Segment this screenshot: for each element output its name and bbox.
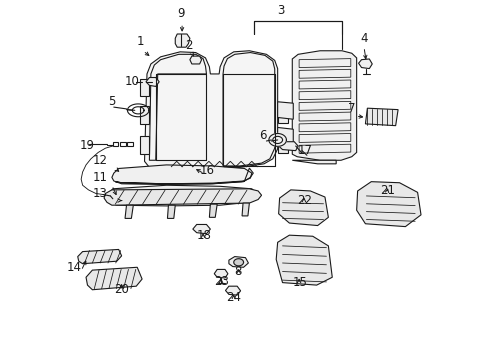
Polygon shape bbox=[278, 142, 298, 150]
Text: 11: 11 bbox=[92, 171, 107, 184]
Polygon shape bbox=[167, 205, 175, 219]
Polygon shape bbox=[175, 34, 189, 47]
Polygon shape bbox=[225, 286, 240, 295]
Text: 12: 12 bbox=[92, 154, 107, 167]
Polygon shape bbox=[242, 203, 249, 216]
Polygon shape bbox=[292, 51, 356, 160]
Polygon shape bbox=[268, 134, 286, 147]
Polygon shape bbox=[292, 160, 335, 164]
Polygon shape bbox=[277, 127, 293, 147]
Text: 24: 24 bbox=[225, 291, 241, 304]
Polygon shape bbox=[233, 259, 243, 266]
Text: 21: 21 bbox=[379, 184, 394, 197]
Polygon shape bbox=[165, 168, 217, 183]
Text: 3: 3 bbox=[277, 4, 284, 17]
Text: 22: 22 bbox=[297, 194, 311, 207]
Polygon shape bbox=[209, 204, 217, 217]
Polygon shape bbox=[125, 205, 133, 219]
Polygon shape bbox=[140, 106, 149, 124]
Polygon shape bbox=[214, 269, 227, 278]
Text: 23: 23 bbox=[214, 275, 229, 288]
Polygon shape bbox=[104, 189, 261, 205]
Text: 6: 6 bbox=[259, 130, 266, 143]
Text: 14: 14 bbox=[66, 261, 81, 274]
Text: 10: 10 bbox=[125, 75, 140, 88]
Text: 9: 9 bbox=[177, 8, 184, 21]
Text: 2: 2 bbox=[184, 39, 192, 52]
Polygon shape bbox=[146, 77, 159, 86]
Polygon shape bbox=[107, 185, 256, 206]
Polygon shape bbox=[277, 102, 293, 119]
Polygon shape bbox=[140, 78, 149, 96]
Polygon shape bbox=[112, 165, 251, 185]
Polygon shape bbox=[78, 249, 122, 264]
Text: 16: 16 bbox=[199, 165, 214, 177]
Text: 17: 17 bbox=[298, 144, 312, 157]
Polygon shape bbox=[189, 56, 201, 64]
Polygon shape bbox=[192, 225, 210, 234]
Text: 20: 20 bbox=[114, 283, 128, 296]
Polygon shape bbox=[278, 190, 328, 226]
Text: 19: 19 bbox=[80, 139, 95, 152]
Text: 1: 1 bbox=[136, 35, 143, 48]
Polygon shape bbox=[140, 136, 149, 154]
Polygon shape bbox=[358, 59, 371, 69]
Text: 5: 5 bbox=[108, 95, 115, 108]
Polygon shape bbox=[173, 193, 189, 198]
Polygon shape bbox=[144, 51, 277, 168]
Text: 4: 4 bbox=[360, 32, 367, 45]
Polygon shape bbox=[276, 235, 331, 285]
Text: 13: 13 bbox=[92, 186, 107, 199]
Polygon shape bbox=[365, 108, 397, 126]
Polygon shape bbox=[356, 182, 420, 226]
Text: 7: 7 bbox=[347, 102, 355, 115]
Text: 15: 15 bbox=[292, 276, 306, 289]
Text: 8: 8 bbox=[234, 265, 242, 278]
Polygon shape bbox=[86, 267, 142, 290]
Polygon shape bbox=[277, 107, 288, 123]
Polygon shape bbox=[277, 138, 288, 153]
Text: 18: 18 bbox=[196, 229, 211, 242]
Polygon shape bbox=[228, 257, 248, 267]
